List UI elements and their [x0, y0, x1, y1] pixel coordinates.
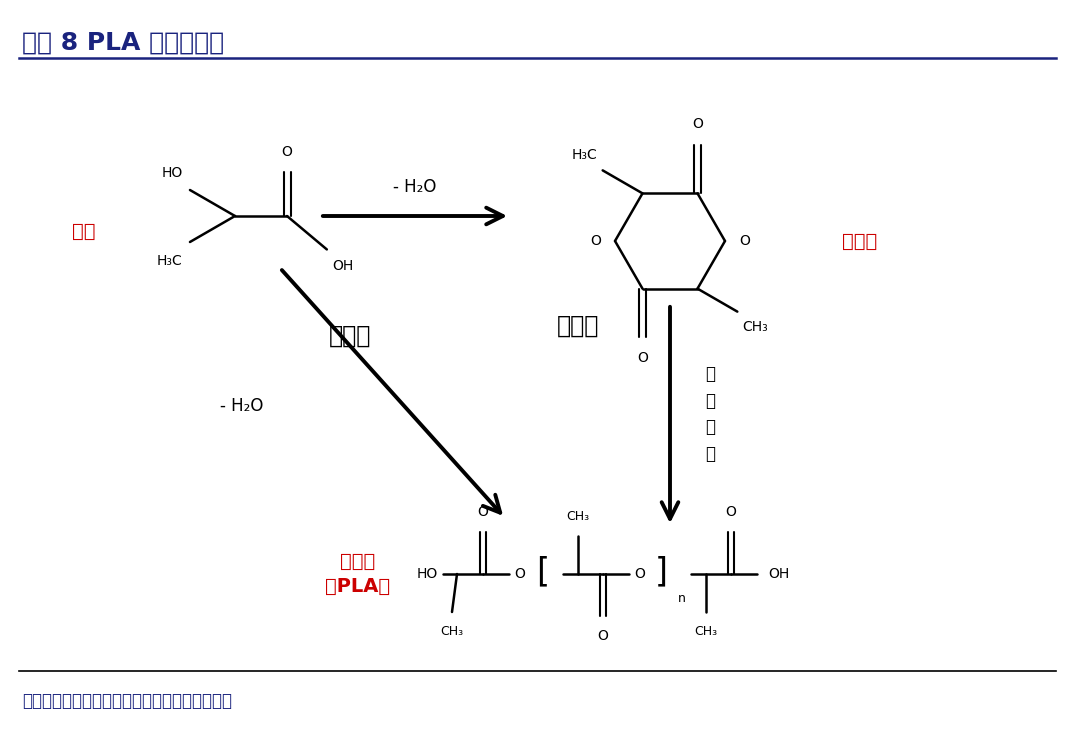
Text: OH: OH [768, 567, 789, 581]
Text: O: O [726, 505, 736, 519]
Text: 资料来源：《乙醛醋酸化工》，华安证券研究所: 资料来源：《乙醛醋酸化工》，华安证券研究所 [22, 692, 232, 710]
Text: H₃C: H₃C [156, 254, 182, 268]
Text: 开
环
聚
合: 开 环 聚 合 [705, 366, 715, 463]
Text: O: O [634, 567, 645, 581]
Text: [: [ [536, 556, 549, 589]
Text: 丙交酯: 丙交酯 [842, 231, 877, 251]
Text: O: O [598, 629, 608, 643]
Text: CH₃: CH₃ [441, 625, 463, 638]
Text: O: O [590, 234, 601, 248]
Text: CH₃: CH₃ [694, 625, 718, 638]
Text: O: O [739, 234, 750, 248]
Text: n: n [678, 592, 686, 605]
Text: O: O [692, 117, 703, 131]
Text: HO: HO [417, 567, 438, 581]
Text: HO: HO [161, 166, 183, 180]
Text: 聚乳酸
（PLA）: 聚乳酸 （PLA） [326, 552, 390, 596]
Text: 图表 8 PLA 制备化学式: 图表 8 PLA 制备化学式 [22, 31, 224, 55]
Text: O: O [637, 351, 648, 365]
Text: O: O [282, 145, 292, 159]
Text: OH: OH [332, 260, 353, 274]
Text: CH₃: CH₃ [567, 510, 589, 523]
Text: H₃C: H₃C [572, 148, 598, 163]
Text: 一步法: 一步法 [329, 324, 371, 348]
Text: - H₂O: - H₂O [220, 397, 263, 415]
Text: ]: ] [655, 556, 668, 589]
Text: O: O [477, 505, 488, 519]
Text: 两步法: 两步法 [557, 314, 599, 338]
Text: - H₂O: - H₂O [393, 178, 436, 196]
Text: 乳酸: 乳酸 [72, 222, 96, 240]
Text: CH₃: CH₃ [743, 319, 768, 333]
Text: O: O [515, 567, 526, 581]
